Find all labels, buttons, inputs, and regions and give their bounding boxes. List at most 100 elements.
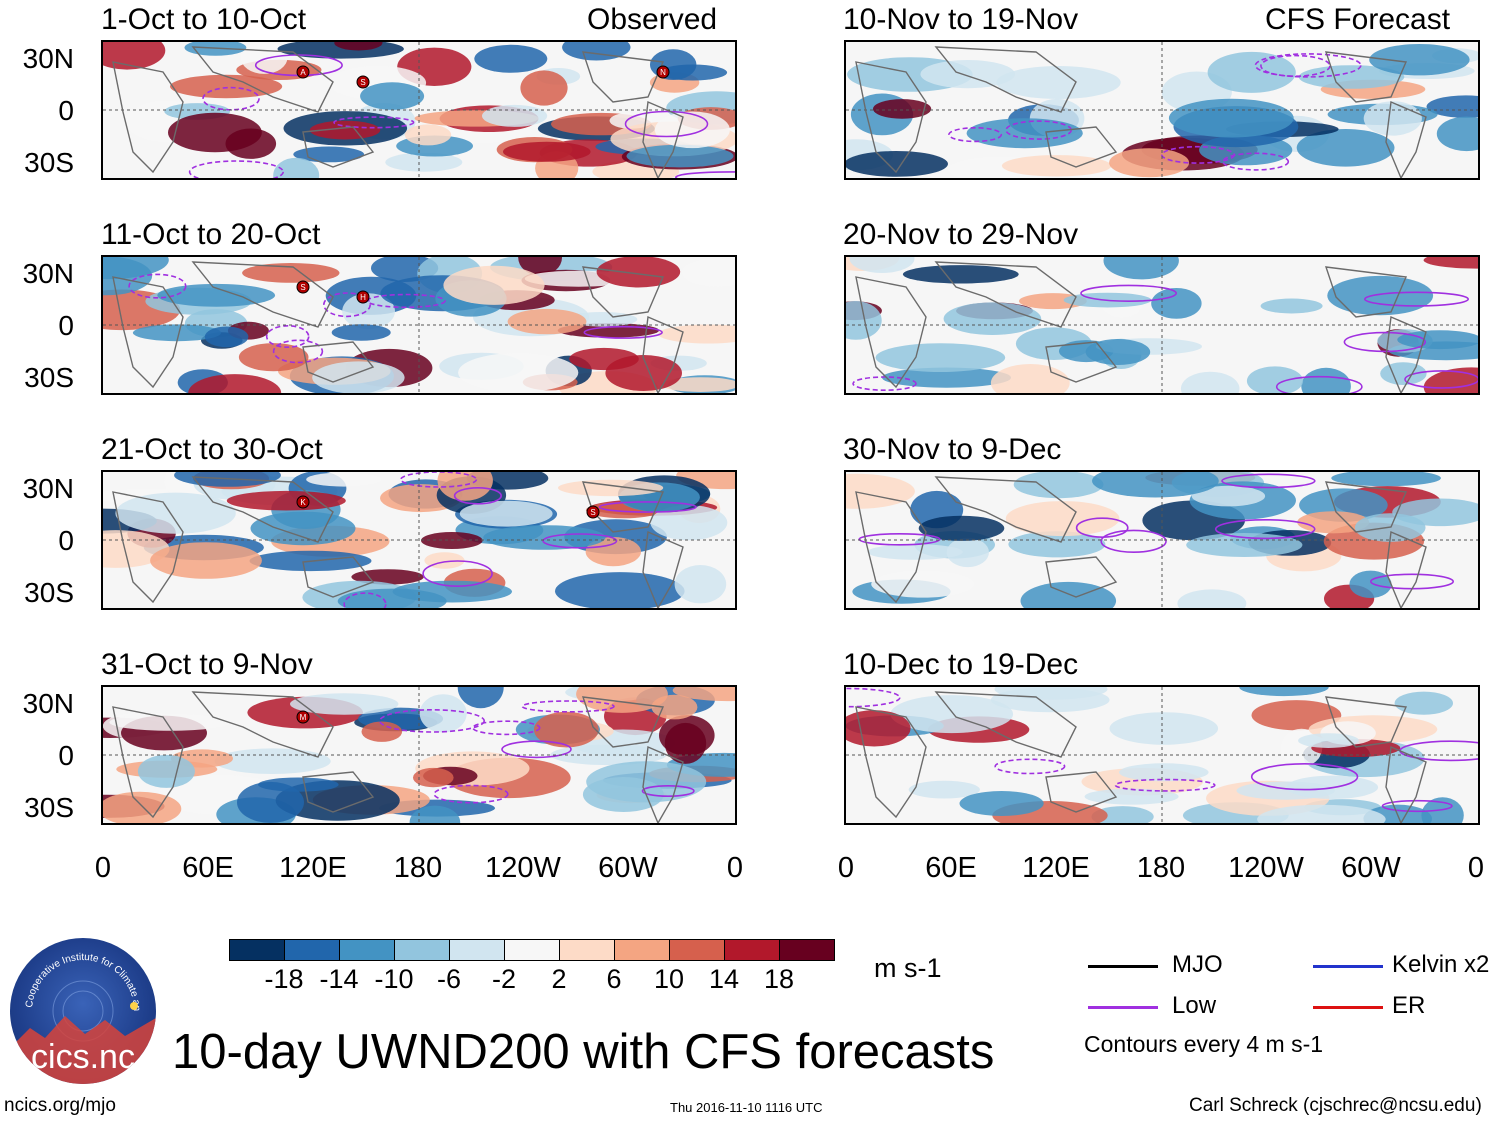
low-contour — [846, 687, 901, 708]
field-blob — [1177, 589, 1247, 608]
field-blob — [385, 152, 463, 172]
field-blob — [419, 694, 467, 733]
low-contour — [1005, 120, 1072, 140]
storm-marker: M — [296, 710, 310, 724]
field-blob — [204, 326, 249, 348]
low-contour — [472, 720, 541, 736]
wind-field: SH — [103, 257, 735, 393]
low-contour — [948, 126, 1003, 143]
field-blob — [109, 713, 231, 731]
colorbar-label: 6 — [606, 964, 622, 994]
field-blob — [520, 70, 568, 106]
map-panel-4: M — [101, 685, 737, 825]
coastline — [1385, 100, 1427, 178]
colorbar-swatch — [504, 939, 560, 961]
panel-title-7: 30-Nov to 9-Dec — [843, 433, 1062, 466]
map-panel-6 — [844, 255, 1480, 395]
low-contour — [598, 501, 697, 513]
low-contour — [1363, 291, 1469, 307]
panel-title-2: 11-Oct to 20-Oct — [101, 218, 321, 251]
coastline — [302, 556, 375, 598]
coastline — [1045, 556, 1118, 598]
colorbar-swatch — [449, 939, 505, 961]
low-contour — [675, 171, 735, 178]
field-blob — [483, 525, 606, 550]
field-blob — [1257, 804, 1386, 823]
field-blob — [331, 324, 391, 341]
colorbar-label: -2 — [491, 964, 517, 994]
low-contour — [188, 160, 284, 178]
field-blob — [103, 42, 166, 70]
field-blob — [966, 118, 1083, 149]
low-contour — [641, 785, 695, 798]
coastline — [191, 476, 334, 543]
svg-text:N: N — [660, 68, 666, 77]
wind-field — [846, 257, 1478, 393]
field-blob — [518, 257, 562, 276]
field-blob — [137, 754, 195, 788]
storm-marker: S — [296, 280, 310, 294]
coastline — [1045, 126, 1118, 168]
field-blob — [674, 565, 727, 604]
field-blob — [184, 42, 247, 56]
logo-ring-text: Cooperative Institute for Climate and Sa… — [10, 938, 142, 1011]
field-blob — [946, 537, 989, 568]
legend-line-kelvin — [1313, 965, 1383, 968]
field-blob — [409, 805, 461, 823]
field-blob — [943, 302, 1042, 335]
field-blob — [1207, 51, 1296, 93]
field-blob — [1005, 501, 1120, 537]
y-tick-30n: 30N — [22, 258, 74, 289]
field-blob — [664, 722, 707, 764]
field-blob — [1186, 533, 1303, 557]
field-blob — [658, 64, 728, 81]
field-blob — [596, 257, 681, 288]
svg-text:Cooperative Institute for Clim: Cooperative Institute for Climate and Sa… — [10, 938, 142, 1011]
x-tick: 0 — [837, 852, 855, 884]
field-blob — [576, 687, 668, 713]
coastline — [1324, 51, 1408, 103]
low-contour — [624, 110, 709, 138]
main-title: 10-day UWND200 with CFS forecasts — [172, 1025, 995, 1079]
field-blob — [1109, 712, 1219, 745]
coastline — [642, 745, 684, 823]
coastline — [302, 341, 375, 383]
colorbar-label: 14 — [708, 964, 740, 994]
coastline — [855, 276, 927, 389]
field-blob — [920, 60, 1015, 89]
field-blob — [681, 258, 735, 287]
y-tick-0: 0 — [58, 95, 74, 126]
low-contour — [1075, 517, 1129, 539]
field-blob — [867, 544, 963, 560]
panel-title-4: 31-Oct to 9-Nov — [101, 648, 313, 681]
low-contour — [433, 784, 509, 804]
map-panel-8 — [844, 685, 1480, 825]
low-contour — [521, 700, 615, 713]
x-tick: 120W — [485, 852, 561, 884]
field-blob — [1426, 95, 1478, 118]
x-tick: 60W — [598, 852, 658, 884]
y-tick-0: 0 — [58, 310, 74, 341]
storm-marker: K — [296, 495, 310, 509]
coastline — [112, 61, 184, 174]
y-tick-0: 0 — [58, 525, 74, 556]
field-blob — [474, 44, 548, 73]
field-blob — [1001, 155, 1112, 177]
field-blob — [157, 283, 276, 307]
y-tick-30s: 30S — [24, 577, 74, 608]
coastline — [581, 51, 665, 103]
map-panel-7 — [844, 470, 1480, 610]
coastline — [934, 691, 1077, 758]
svg-text:K: K — [300, 498, 306, 507]
colorbar-label: -14 — [319, 964, 359, 994]
field-blob — [1331, 472, 1441, 487]
svg-text:A: A — [300, 68, 306, 77]
field-blob — [482, 104, 548, 127]
field-blob — [1180, 371, 1240, 393]
field-blob — [443, 265, 545, 305]
x-tick: 180 — [393, 852, 443, 884]
field-blob — [1020, 581, 1117, 608]
column-header-observed: Observed — [587, 3, 718, 36]
svg-text:S: S — [590, 508, 595, 517]
